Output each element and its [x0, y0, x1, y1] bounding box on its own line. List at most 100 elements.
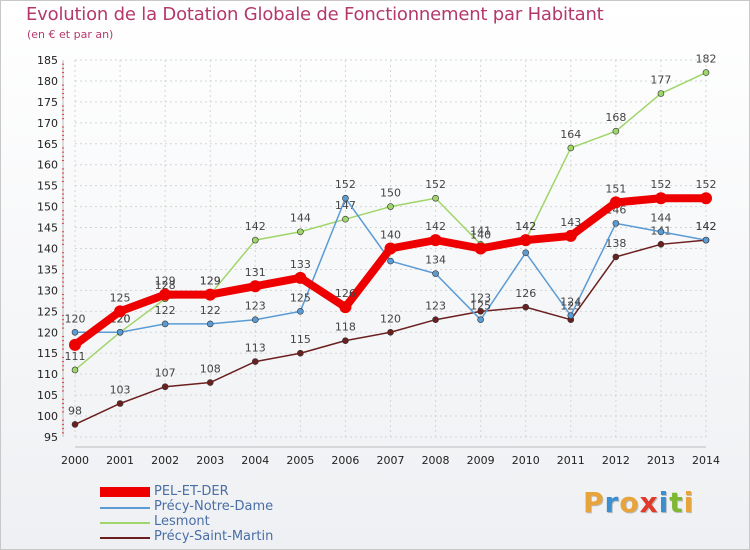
data-point-pel-et-der: [204, 288, 217, 301]
y-minor-tick: [62, 67, 64, 69]
brand-letter: o: [619, 486, 640, 519]
y-tick-label: 150: [37, 201, 58, 214]
data-label-precy-saint-martin: 123: [470, 291, 491, 304]
data-point-precy-saint-martin: [432, 316, 439, 324]
brand-letter: t: [669, 486, 684, 519]
y-minor-tick: [62, 118, 64, 120]
y-minor-tick: [62, 285, 64, 287]
data-point-precy-saint-martin: [657, 241, 665, 248]
x-tick-label: 2014: [692, 454, 720, 467]
data-point-precy-saint-martin: [251, 358, 259, 365]
x-tick-label: 2005: [286, 454, 314, 467]
y-minor-tick: [62, 88, 64, 90]
data-label-lesmont: 129: [200, 275, 221, 288]
data-label-precy-saint-martin: 120: [380, 312, 401, 325]
y-minor-tick: [62, 365, 64, 367]
data-point-precy-notre-dame: [297, 308, 304, 315]
data-point-precy-saint-martin: [612, 253, 620, 261]
data-label-precy-saint-martin: 138: [605, 237, 626, 250]
data-label-precy-saint-martin: 142: [696, 220, 717, 233]
data-point-precy-saint-martin: [116, 400, 124, 407]
y-minor-tick: [62, 243, 64, 245]
x-tick-label: 2002: [151, 454, 179, 467]
brand-letter: i: [683, 486, 695, 519]
y-minor-tick: [62, 327, 64, 329]
data-label-lesmont: 111: [65, 350, 86, 363]
y-minor-tick: [62, 147, 64, 149]
y-tick-label: 105: [37, 389, 58, 402]
y-minor-tick: [62, 402, 64, 404]
y-tick-label: 120: [37, 326, 58, 339]
data-label-lesmont: 152: [425, 178, 446, 191]
x-tick-label: 2000: [61, 454, 89, 467]
data-point-precy-notre-dame: [116, 328, 124, 336]
y-tick-label: 115: [37, 347, 58, 360]
y-minor-tick: [62, 151, 64, 153]
y-tick-label: 130: [37, 284, 58, 297]
data-point-pel-et-der: [654, 192, 667, 205]
y-tick-label: 100: [37, 410, 58, 423]
data-label-pel-et-der: 140: [470, 229, 491, 242]
data-label-precy-notre-dame: 122: [155, 304, 176, 317]
data-label-lesmont: 168: [605, 111, 626, 124]
data-label-precy-notre-dame: 125: [290, 291, 311, 304]
y-minor-tick: [62, 134, 64, 136]
data-label-pel-et-der: 142: [425, 220, 446, 233]
data-label-precy-saint-martin: 98: [68, 404, 82, 417]
data-point-lesmont: [657, 90, 665, 97]
legend-label-precy-notre-dame: Précy-Notre-Dame: [154, 499, 274, 514]
data-point-precy-notre-dame: [522, 249, 530, 256]
brand-letter: P: [583, 486, 605, 519]
data-label-precy-saint-martin: 107: [155, 367, 176, 380]
data-point-precy-saint-martin: [161, 383, 169, 391]
y-minor-tick: [62, 172, 64, 174]
y-minor-tick: [62, 109, 64, 111]
y-minor-tick: [62, 235, 64, 237]
y-tick-label: 185: [37, 54, 58, 67]
y-minor-tick: [62, 105, 64, 107]
data-point-precy-notre-dame: [702, 236, 710, 244]
data-label-precy-notre-dame: 120: [65, 312, 86, 325]
data-label-pel-et-der: 152: [650, 178, 671, 191]
y-minor-tick: [62, 273, 64, 275]
y-minor-tick: [62, 84, 64, 86]
data-point-lesmont: [251, 236, 259, 244]
brand-logo: Proxiti: [583, 486, 694, 519]
data-label-precy-notre-dame: 123: [245, 300, 266, 313]
y-minor-tick: [62, 231, 64, 233]
y-minor-tick: [62, 298, 64, 300]
y-minor-tick: [62, 193, 64, 195]
y-minor-tick: [62, 155, 64, 157]
chart-title: Evolution de la Dotation Globale de Fonc…: [26, 4, 604, 25]
legend-label-precy-saint-martin: Précy-Saint-Martin: [154, 529, 274, 544]
y-minor-tick: [62, 113, 64, 115]
data-point-precy-saint-martin: [71, 421, 79, 428]
brand-letter: x: [639, 486, 659, 519]
y-tick-label: 145: [37, 222, 58, 235]
x-tick-label: 2007: [377, 454, 405, 467]
data-label-precy-notre-dame: 142: [696, 220, 717, 233]
y-minor-tick: [62, 218, 64, 220]
x-tick-label: 2011: [557, 454, 585, 467]
data-point-precy-saint-martin: [206, 379, 214, 386]
data-point-precy-notre-dame: [161, 320, 169, 328]
data-label-precy-notre-dame: 124: [560, 296, 581, 309]
data-point-pel-et-der: [114, 305, 127, 318]
y-minor-tick: [62, 386, 64, 388]
y-minor-tick: [62, 277, 64, 279]
x-tick-label: 2001: [106, 454, 134, 467]
data-point-lesmont: [342, 215, 349, 223]
data-point-pel-et-der: [609, 196, 622, 209]
data-label-pel-et-der: 133: [290, 258, 311, 271]
y-tick-label: 110: [37, 368, 58, 381]
brand-letter: i: [658, 486, 670, 519]
y-tick-label: 170: [37, 117, 58, 130]
chart-subtitle: (en € et par an): [27, 28, 114, 41]
y-minor-tick: [62, 369, 64, 371]
data-label-precy-notre-dame: 152: [335, 178, 356, 191]
y-minor-tick: [62, 398, 64, 400]
y-minor-tick: [62, 139, 64, 141]
y-tick-label: 160: [37, 159, 58, 172]
y-minor-tick: [62, 160, 64, 162]
